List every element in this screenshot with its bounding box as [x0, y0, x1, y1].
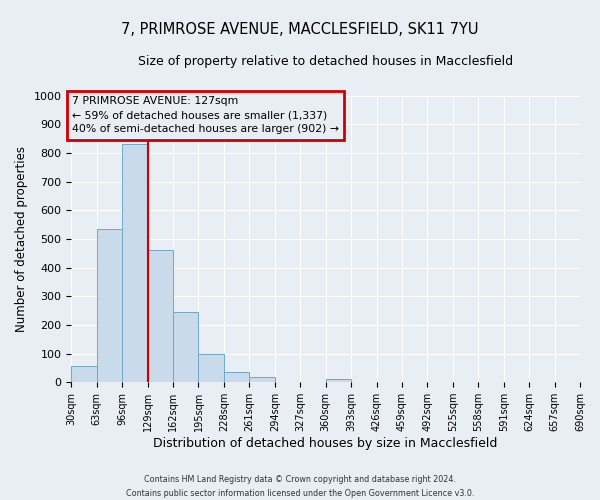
Bar — [71, 366, 97, 382]
Text: 7 PRIMROSE AVENUE: 127sqm
← 59% of detached houses are smaller (1,337)
40% of se: 7 PRIMROSE AVENUE: 127sqm ← 59% of detac… — [72, 96, 339, 134]
X-axis label: Distribution of detached houses by size in Macclesfield: Distribution of detached houses by size … — [154, 437, 498, 450]
Bar — [122, 144, 148, 382]
Bar — [224, 372, 250, 382]
Bar — [250, 377, 275, 382]
Title: Size of property relative to detached houses in Macclesfield: Size of property relative to detached ho… — [138, 55, 513, 68]
Bar — [148, 250, 173, 382]
Bar — [97, 229, 122, 382]
Bar — [326, 380, 351, 382]
Bar — [199, 354, 224, 382]
Text: 7, PRIMROSE AVENUE, MACCLESFIELD, SK11 7YU: 7, PRIMROSE AVENUE, MACCLESFIELD, SK11 7… — [121, 22, 479, 38]
Bar — [173, 312, 199, 382]
Y-axis label: Number of detached properties: Number of detached properties — [15, 146, 28, 332]
Text: Contains HM Land Registry data © Crown copyright and database right 2024.
Contai: Contains HM Land Registry data © Crown c… — [126, 476, 474, 498]
